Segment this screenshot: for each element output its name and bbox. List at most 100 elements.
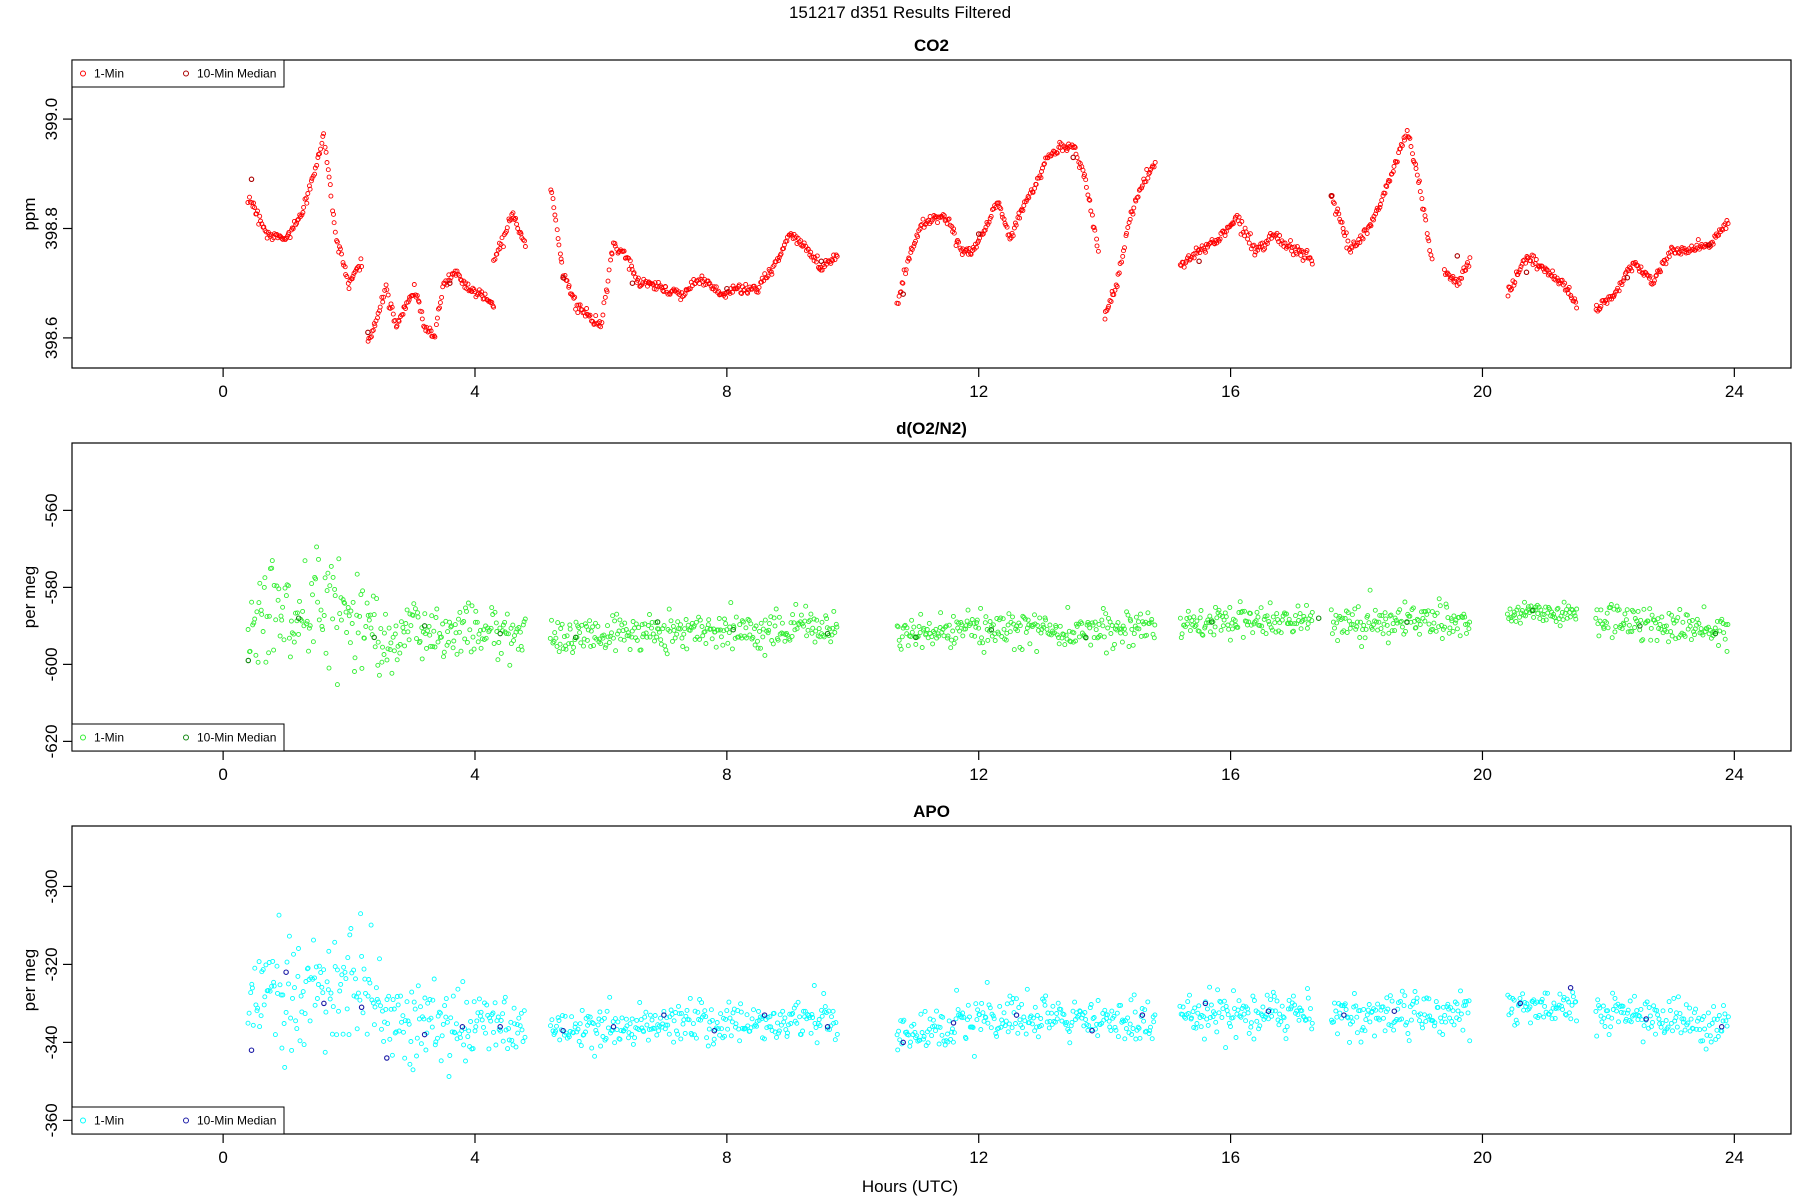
data-point bbox=[550, 196, 556, 202]
data-point bbox=[331, 211, 336, 217]
data-point bbox=[285, 583, 291, 589]
data-point bbox=[1414, 616, 1420, 622]
data-point bbox=[283, 1009, 289, 1015]
data-point bbox=[1387, 178, 1393, 184]
data-point bbox=[385, 1021, 391, 1027]
data-point bbox=[267, 988, 273, 994]
data-point bbox=[341, 599, 347, 605]
data-point bbox=[1519, 608, 1525, 613]
median-point bbox=[1706, 242, 1712, 248]
data-point bbox=[521, 619, 527, 625]
data-point bbox=[463, 1058, 468, 1064]
data-point bbox=[1239, 219, 1245, 224]
data-point bbox=[324, 979, 330, 985]
data-point bbox=[811, 616, 817, 622]
data-point bbox=[1556, 1002, 1562, 1008]
data-point bbox=[1533, 257, 1539, 262]
data-point bbox=[1034, 649, 1040, 654]
x-tick-label: 20 bbox=[1473, 382, 1492, 401]
data-point bbox=[469, 603, 475, 609]
data-point bbox=[1092, 619, 1098, 625]
data-point bbox=[1246, 240, 1252, 246]
data-point bbox=[911, 624, 917, 630]
data-point bbox=[1137, 1035, 1143, 1041]
data-point bbox=[1655, 1012, 1661, 1018]
data-point bbox=[1553, 619, 1559, 624]
data-point bbox=[1126, 644, 1132, 649]
data-point bbox=[1385, 640, 1391, 646]
data-point bbox=[410, 1067, 416, 1073]
data-point bbox=[1264, 992, 1270, 998]
data-point bbox=[556, 242, 562, 248]
data-point bbox=[1566, 284, 1572, 290]
data-point bbox=[1113, 1027, 1119, 1033]
data-point bbox=[450, 645, 456, 651]
median-point bbox=[371, 634, 377, 641]
data-point bbox=[337, 611, 343, 617]
data-point bbox=[350, 599, 356, 605]
data-point bbox=[957, 628, 962, 634]
data-point bbox=[1251, 998, 1257, 1003]
data-point bbox=[1687, 1005, 1693, 1011]
data-point bbox=[706, 617, 712, 623]
data-point bbox=[647, 634, 653, 640]
data-point bbox=[1557, 623, 1563, 629]
data-point bbox=[378, 626, 384, 632]
data-point bbox=[1461, 611, 1467, 617]
data-point bbox=[304, 200, 310, 206]
data-point bbox=[1043, 993, 1049, 999]
data-point bbox=[1198, 1024, 1204, 1030]
data-point bbox=[445, 629, 451, 635]
data-point bbox=[1207, 613, 1213, 619]
data-point bbox=[1129, 626, 1135, 632]
data-point bbox=[252, 616, 258, 622]
data-point bbox=[307, 186, 313, 192]
data-point bbox=[830, 625, 836, 631]
data-point bbox=[1511, 997, 1517, 1003]
data-point bbox=[1456, 1017, 1462, 1022]
data-point bbox=[434, 606, 440, 612]
data-point bbox=[830, 258, 836, 263]
data-point bbox=[1417, 622, 1423, 627]
data-point bbox=[1304, 625, 1310, 631]
data-point bbox=[554, 1023, 559, 1029]
data-point bbox=[434, 315, 440, 321]
data-point bbox=[1562, 1011, 1568, 1017]
data-point bbox=[1678, 1030, 1684, 1036]
x-tick-label: 16 bbox=[1221, 765, 1240, 784]
data-point bbox=[558, 256, 564, 262]
data-point bbox=[1667, 249, 1673, 255]
x-tick-label: 8 bbox=[722, 1148, 731, 1167]
data-point bbox=[737, 1038, 743, 1044]
data-point bbox=[1095, 248, 1101, 254]
data-point bbox=[982, 227, 988, 233]
data-point bbox=[1340, 615, 1346, 621]
data-point bbox=[347, 932, 353, 938]
data-point bbox=[1561, 599, 1567, 605]
data-point bbox=[1429, 609, 1435, 615]
data-point bbox=[1596, 633, 1602, 639]
data-point bbox=[960, 1010, 966, 1016]
data-point bbox=[690, 1021, 696, 1027]
data-point bbox=[1227, 605, 1233, 610]
data-point bbox=[809, 254, 814, 260]
data-point bbox=[293, 1018, 299, 1024]
data-point bbox=[951, 226, 957, 232]
data-point bbox=[1604, 620, 1609, 626]
data-point bbox=[423, 324, 429, 330]
data-point bbox=[1077, 1008, 1083, 1014]
data-point bbox=[1684, 612, 1690, 618]
data-point bbox=[649, 625, 654, 631]
data-point bbox=[1120, 623, 1126, 629]
data-point bbox=[1624, 607, 1630, 613]
median-point bbox=[1523, 269, 1530, 276]
data-point bbox=[1105, 625, 1111, 631]
data-point bbox=[391, 648, 397, 654]
data-point bbox=[1353, 626, 1359, 632]
data-point bbox=[1189, 1015, 1194, 1021]
data-point bbox=[1115, 1034, 1121, 1040]
data-point bbox=[1539, 999, 1544, 1005]
data-point bbox=[597, 1009, 603, 1015]
data-point bbox=[1368, 223, 1374, 229]
data-point bbox=[981, 1018, 987, 1024]
